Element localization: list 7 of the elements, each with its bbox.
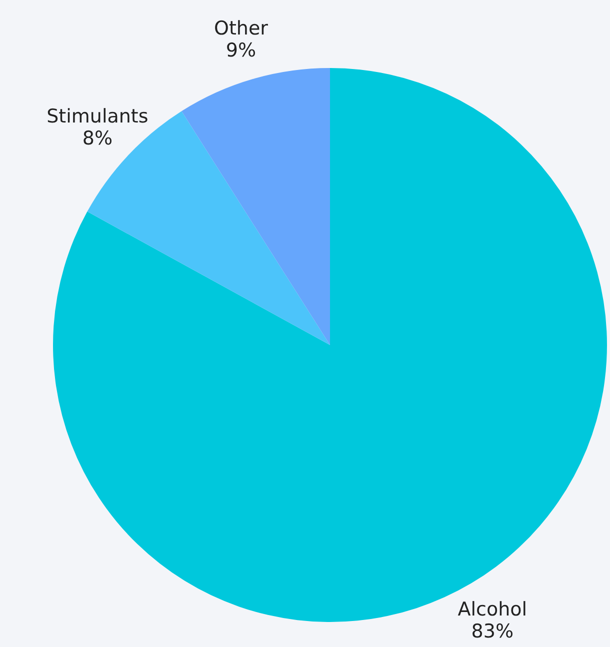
- pie-slice: [182, 68, 330, 345]
- slice-label: Other: [214, 18, 268, 40]
- slice-label: Alcohol: [458, 598, 528, 621]
- slice-label: Stimulants: [46, 106, 148, 128]
- data-label: 9%: [226, 40, 256, 62]
- data-label: 8%: [82, 128, 113, 150]
- data-label: 83%: [471, 620, 514, 643]
